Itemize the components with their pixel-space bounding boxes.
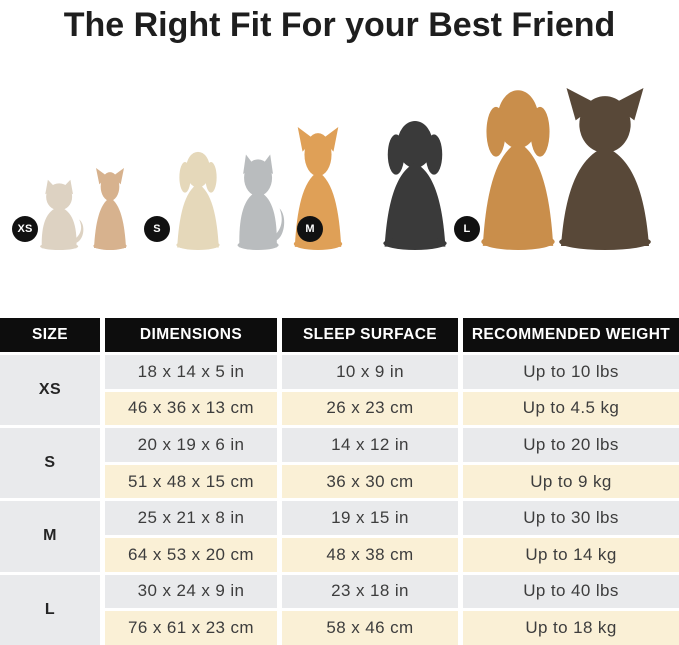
size-badge-m: M (297, 216, 323, 242)
sleep-surface-cell: 14 x 12 in (282, 428, 458, 462)
weight-cell: Up to 30 lbs (463, 501, 679, 535)
weight-cell: Up to 18 kg (463, 611, 679, 645)
sleep-surface-cell: 36 x 30 cm (282, 464, 458, 499)
col-header-recommended-weight: RECOMMENDED WEIGHT (463, 318, 679, 352)
sleep-surface-cell: 19 x 15 in (282, 501, 458, 535)
chihuahua-illustration (90, 168, 130, 250)
size-chart-table: SIZE DIMENSIONS SLEEP SURFACE RECOMMENDE… (0, 318, 679, 645)
kitten-illustration (34, 178, 86, 250)
size-badge-l: L (454, 216, 480, 242)
weight-cell: Up to 20 lbs (463, 428, 679, 462)
size-badge-xs: XS (12, 216, 38, 242)
weight-cell: Up to 4.5 kg (463, 391, 679, 426)
size-badge-s: S (144, 216, 170, 242)
dimensions-cell: 25 x 21 x 8 in (105, 501, 277, 535)
border-collie-illustration (377, 116, 453, 250)
gray-cat-illustration (231, 152, 287, 250)
sleep-surface-cell: 23 x 18 in (282, 574, 458, 609)
dimensions-cell: 64 x 53 x 20 cm (105, 537, 277, 572)
dimensions-cell: 30 x 24 x 9 in (105, 574, 277, 609)
weight-cell: Up to 10 lbs (463, 355, 679, 389)
size-cell-m: M (0, 501, 100, 572)
dimensions-cell: 20 x 19 x 6 in (105, 428, 277, 462)
rough-collie-illustration (550, 88, 660, 250)
size-cell-l: L (0, 574, 100, 645)
sleep-surface-cell: 58 x 46 cm (282, 611, 458, 645)
weight-cell: Up to 9 kg (463, 464, 679, 499)
dimensions-cell: 46 x 36 x 13 cm (105, 391, 277, 426)
weight-cell: Up to 14 kg (463, 537, 679, 572)
col-header-sleep-surface: SLEEP SURFACE (282, 318, 458, 352)
weight-cell: Up to 40 lbs (463, 574, 679, 609)
maltese-puppy-illustration (172, 148, 224, 250)
page-title: The Right Fit For your Best Friend (63, 6, 616, 44)
dimensions-cell: 76 x 61 x 23 cm (105, 611, 277, 645)
size-cell-s: S (0, 428, 100, 499)
sleep-surface-cell: 48 x 38 cm (282, 537, 458, 572)
pets-illustration: XS S M L (0, 0, 679, 310)
sleep-surface-cell: 10 x 9 in (282, 355, 458, 389)
col-header-dimensions: DIMENSIONS (105, 318, 277, 352)
sleep-surface-cell: 26 x 23 cm (282, 391, 458, 426)
golden-retriever-illustration (474, 84, 562, 250)
dimensions-cell: 51 x 48 x 15 cm (105, 464, 277, 499)
dimensions-cell: 18 x 14 x 5 in (105, 355, 277, 389)
col-header-size: SIZE (0, 318, 100, 352)
size-cell-xs: XS (0, 355, 100, 426)
